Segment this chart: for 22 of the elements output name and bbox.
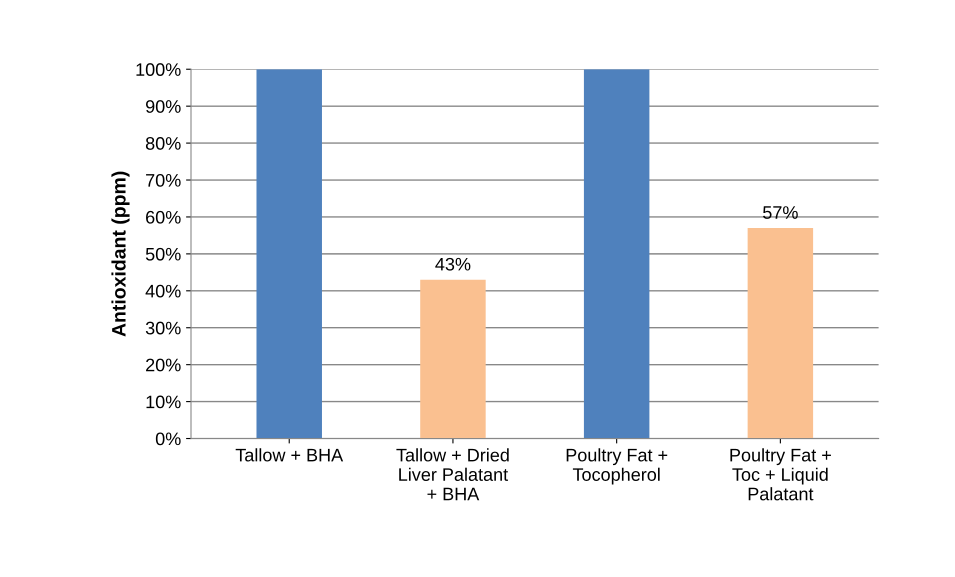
y-axis-title: Antioxidant (ppm) [111,172,130,337]
y-tick-label: 30% [146,322,181,334]
bar [256,69,322,439]
x-tick-label: Poultry Fat + Tocopherol [566,448,668,485]
data-label: 43% [435,258,470,271]
x-tick-label: Tallow + Dried Liver Palatant + BHA [396,448,509,500]
y-tick-label: 60% [146,210,181,224]
bar [420,280,486,439]
y-tick-label: 90% [146,100,181,113]
x-tick-label: Tallow + BHA [236,448,344,462]
y-tick-label: 40% [146,284,181,298]
y-tick-label: 20% [146,358,181,372]
y-tick-label: 100% [136,63,181,76]
y-tick-label: 70% [146,174,181,187]
y-tick-label: 10% [146,396,181,408]
bar [584,69,650,439]
data-label: 57% [763,206,798,219]
y-tick-label: 0% [156,432,181,446]
y-tick-label: 50% [146,248,181,261]
x-tick-label: Poultry Fat + Toc + Liquid Palatant [730,448,831,500]
bar [748,228,814,439]
y-tick-label: 80% [146,137,181,150]
